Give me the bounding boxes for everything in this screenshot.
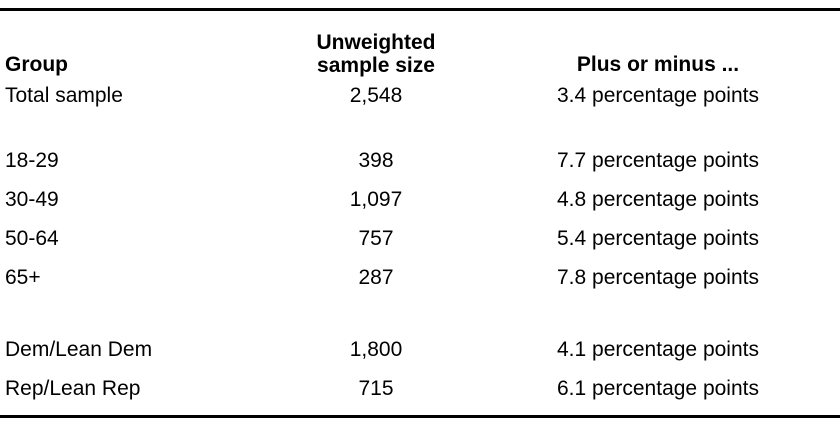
sample-size-cell: 1,097 — [349, 188, 403, 212]
sample-size-cell: 398 — [358, 149, 394, 173]
sample-size-cell: 287 — [358, 266, 394, 290]
margin-cell: 4.1 percentage points — [557, 338, 759, 362]
table-row: Total sample 2,548 3.4 percentage points — [0, 77, 840, 116]
sample-size-cell: 1,800 — [349, 338, 403, 362]
table-row: Rep/Lean Rep 715 6.1 percentage points — [0, 370, 840, 409]
group-cell: Total sample — [5, 84, 123, 108]
table-row: 30-49 1,097 4.8 percentage points — [0, 181, 840, 220]
group-cell: 30-49 — [5, 188, 59, 212]
group-cell: Dem/Lean Dem — [5, 338, 153, 362]
group-cell: Rep/Lean Rep — [5, 377, 141, 401]
section-spacer — [0, 298, 840, 331]
table-row: 50-64 757 5.4 percentage points — [0, 220, 840, 259]
header-margin: Plus or minus ... — [576, 52, 740, 76]
sample-size-cell: 2,548 — [349, 84, 403, 108]
margin-cell: 4.8 percentage points — [557, 188, 759, 212]
margin-cell: 6.1 percentage points — [557, 377, 759, 401]
margin-cell: 5.4 percentage points — [557, 227, 759, 251]
table-header-row: Group Unweighted sample size Plus or min… — [0, 25, 840, 77]
margin-cell: 3.4 percentage points — [557, 84, 759, 108]
top-rule — [0, 8, 840, 11]
header-sample-size: Unweighted sample size — [262, 31, 490, 77]
bottom-rule — [0, 415, 840, 418]
group-cell: 50-64 — [5, 227, 59, 251]
sample-size-cell: 757 — [358, 227, 394, 251]
header-group: Group — [5, 52, 68, 76]
group-cell: 18-29 — [5, 149, 59, 173]
table-row: Dem/Lean Dem 1,800 4.1 percentage points — [0, 331, 840, 370]
group-cell: 65+ — [5, 266, 41, 290]
header-sample-size-line1: Unweighted — [316, 31, 436, 54]
table-row: 65+ 287 7.8 percentage points — [0, 259, 840, 298]
header-sample-size-line2: sample size — [317, 54, 435, 77]
table-row: 18-29 398 7.7 percentage points — [0, 142, 840, 181]
margin-cell: 7.7 percentage points — [557, 149, 759, 173]
sample-size-cell: 715 — [358, 377, 394, 401]
section-spacer — [0, 116, 840, 142]
margin-cell: 7.8 percentage points — [557, 266, 759, 290]
